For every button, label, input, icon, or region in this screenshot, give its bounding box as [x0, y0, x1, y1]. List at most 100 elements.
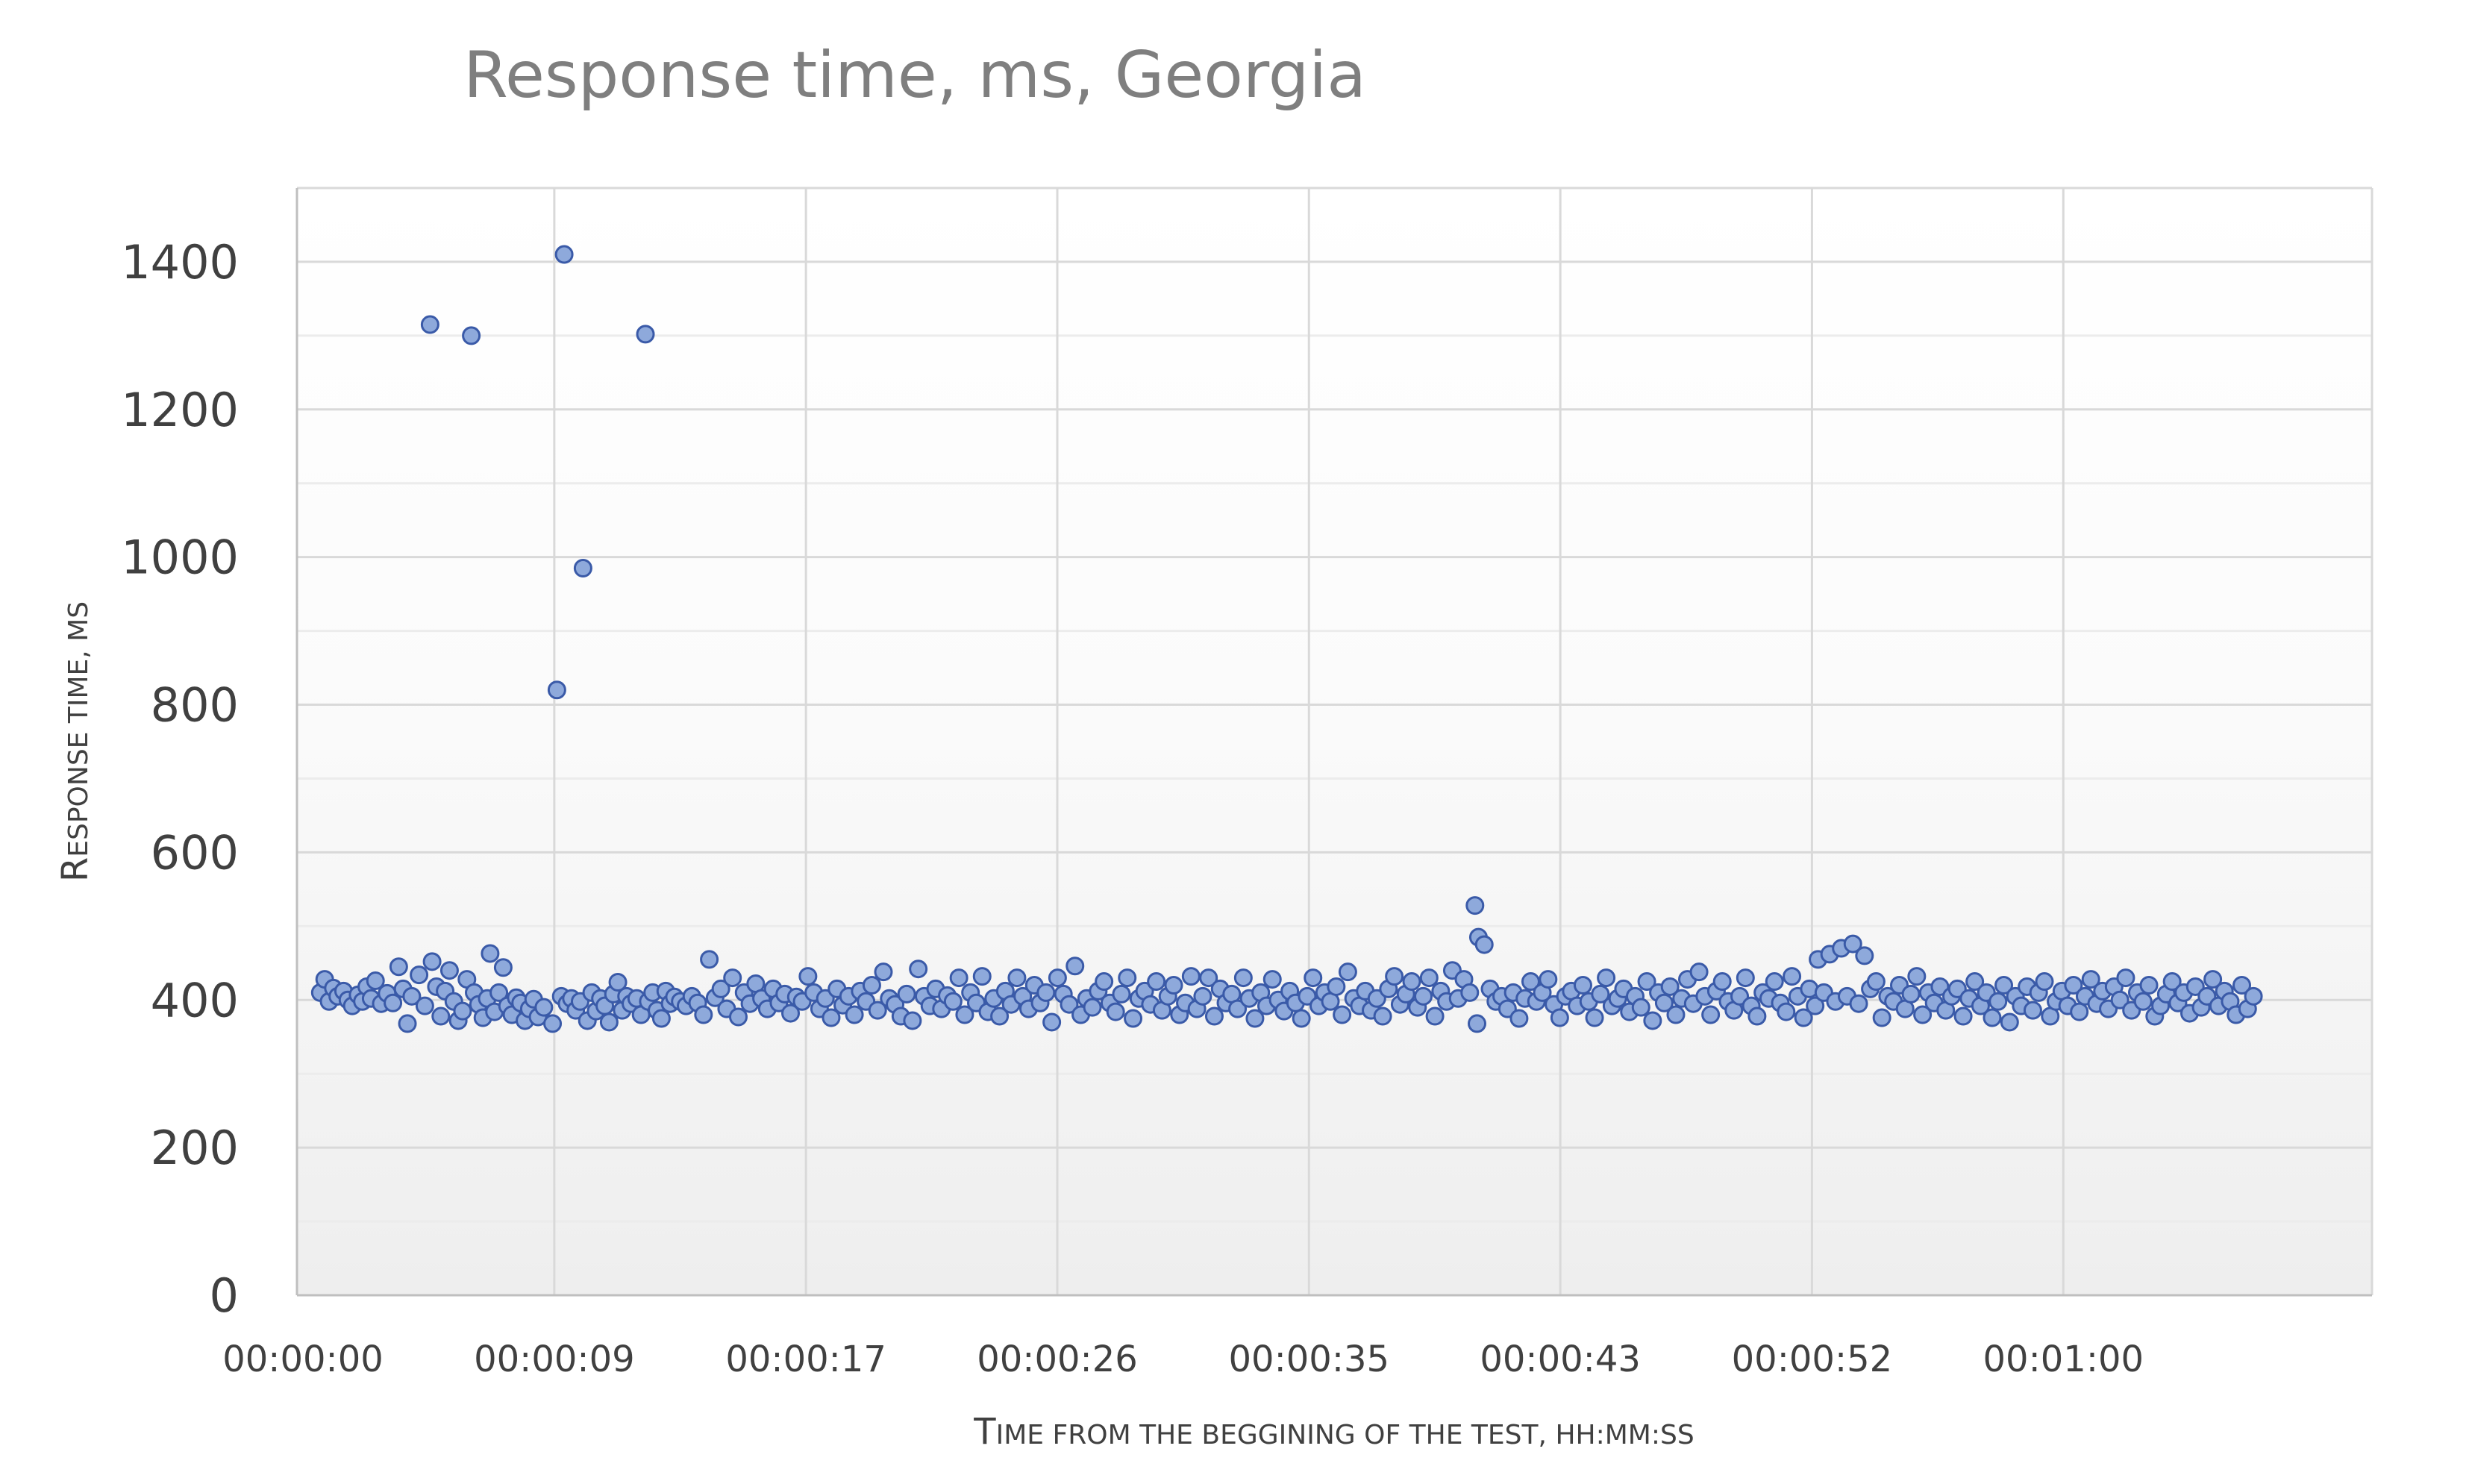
plot-area — [297, 188, 2372, 1295]
data-point — [1953, 1006, 1973, 1026]
data-point — [1474, 935, 1494, 954]
data-point — [1736, 968, 1755, 988]
data-point — [1843, 934, 1862, 954]
y-tick-label: 600 — [151, 825, 239, 880]
data-point — [1164, 975, 1183, 995]
data-point — [489, 983, 509, 1002]
data-point — [2116, 968, 2135, 988]
axes — [295, 188, 2372, 1297]
x-tick-label: 00:00:43 — [1480, 1339, 1641, 1380]
data-point — [1855, 946, 1874, 965]
y-tick-labels: 0 200 400 600 800 1000 1200 1400 — [121, 235, 239, 1323]
data-point — [903, 1011, 922, 1030]
data-point — [700, 950, 719, 969]
data-point — [1521, 972, 1540, 992]
data-point — [493, 958, 513, 977]
data-point — [1193, 986, 1212, 1006]
data-point — [1666, 1005, 1686, 1024]
data-point — [1036, 983, 1056, 1002]
data-point — [573, 559, 592, 578]
data-point — [729, 1007, 748, 1027]
data-point — [868, 1001, 887, 1020]
data-point — [2244, 986, 2263, 1006]
data-point — [2139, 975, 2159, 995]
data-point — [1573, 975, 1592, 995]
data-point — [781, 1004, 801, 1023]
data-point — [1465, 896, 1485, 915]
data-point — [1338, 962, 1357, 982]
data-point — [1597, 968, 1616, 988]
x-tick-labels: 00:00:00 00:00:09 00:00:17 00:00:26 00:00:35… — [222, 1339, 2144, 1380]
data-point — [1591, 984, 1610, 1004]
y-tick-label: 200 — [151, 1121, 239, 1175]
data-point — [462, 326, 481, 345]
data-point — [1747, 1006, 1767, 1026]
data-point — [384, 993, 403, 1012]
data-point — [1228, 999, 1248, 1018]
x-tick-label: 00:00:26 — [977, 1339, 1138, 1380]
y-axis-label: RESPONSE TIME, MS — [54, 601, 96, 882]
data-point — [2081, 970, 2100, 989]
data-point — [1414, 986, 1433, 1006]
data-point — [2035, 972, 2054, 992]
data-point — [1042, 1012, 1062, 1032]
data-point — [1777, 1002, 1796, 1021]
data-point — [1425, 1006, 1445, 1026]
data-point — [723, 968, 742, 988]
data-point — [1199, 968, 1218, 988]
data-point — [402, 986, 422, 1006]
data-point — [1988, 992, 2008, 1011]
y-tick-label: 1200 — [121, 383, 239, 437]
data-point — [909, 959, 928, 979]
data-point — [636, 325, 655, 344]
data-point — [439, 961, 459, 980]
data-point — [1643, 1011, 1662, 1030]
data-point — [2232, 975, 2252, 995]
y-tick-label: 800 — [151, 678, 239, 733]
data-point — [1585, 1008, 1604, 1027]
data-point — [822, 1008, 841, 1027]
data-point — [1060, 995, 1079, 1014]
data-point — [1333, 1005, 1352, 1024]
data-point — [554, 245, 574, 264]
data-point — [897, 984, 916, 1004]
data-point — [1637, 972, 1656, 992]
data-point — [1095, 972, 1114, 992]
data-point — [389, 957, 408, 977]
data-point — [1147, 972, 1166, 992]
y-tick-label: 0 — [210, 1268, 239, 1323]
data-point — [2023, 1001, 2042, 1020]
x-axis-label: TIME FROM THE BEGGINING OF THE TEST, HH:… — [973, 1411, 1694, 1453]
data-point — [1866, 972, 1886, 992]
data-point — [1204, 1006, 1224, 1026]
data-point — [1065, 957, 1085, 976]
x-tick-label: 00:00:17 — [725, 1339, 886, 1380]
data-point — [694, 1005, 713, 1024]
data-point — [366, 971, 385, 991]
data-point — [1550, 1008, 1569, 1027]
data-point — [1048, 968, 1067, 988]
data-point — [1233, 968, 1253, 988]
data-point — [1701, 1005, 1721, 1024]
y-tick-label: 1000 — [121, 530, 239, 585]
data-point — [1245, 1009, 1265, 1028]
data-point — [1712, 972, 1732, 992]
data-point — [481, 944, 500, 963]
data-point — [1783, 967, 1802, 986]
data-point — [420, 315, 439, 334]
data-point — [422, 952, 442, 971]
x-tick-label: 00:01:00 — [1983, 1339, 2144, 1380]
data-point — [972, 967, 992, 986]
data-point — [1689, 962, 1709, 982]
data-point — [1118, 968, 1137, 988]
data-point — [1994, 975, 2014, 995]
x-tick-label: 00:00:35 — [1228, 1339, 1389, 1380]
data-point — [1901, 984, 1921, 1004]
data-point — [1327, 977, 1346, 996]
data-point — [534, 998, 554, 1017]
data-point — [1907, 967, 1927, 986]
data-point — [1419, 968, 1439, 988]
data-point — [2000, 1012, 2019, 1032]
x-tick-label: 00:00:52 — [1732, 1339, 1893, 1380]
